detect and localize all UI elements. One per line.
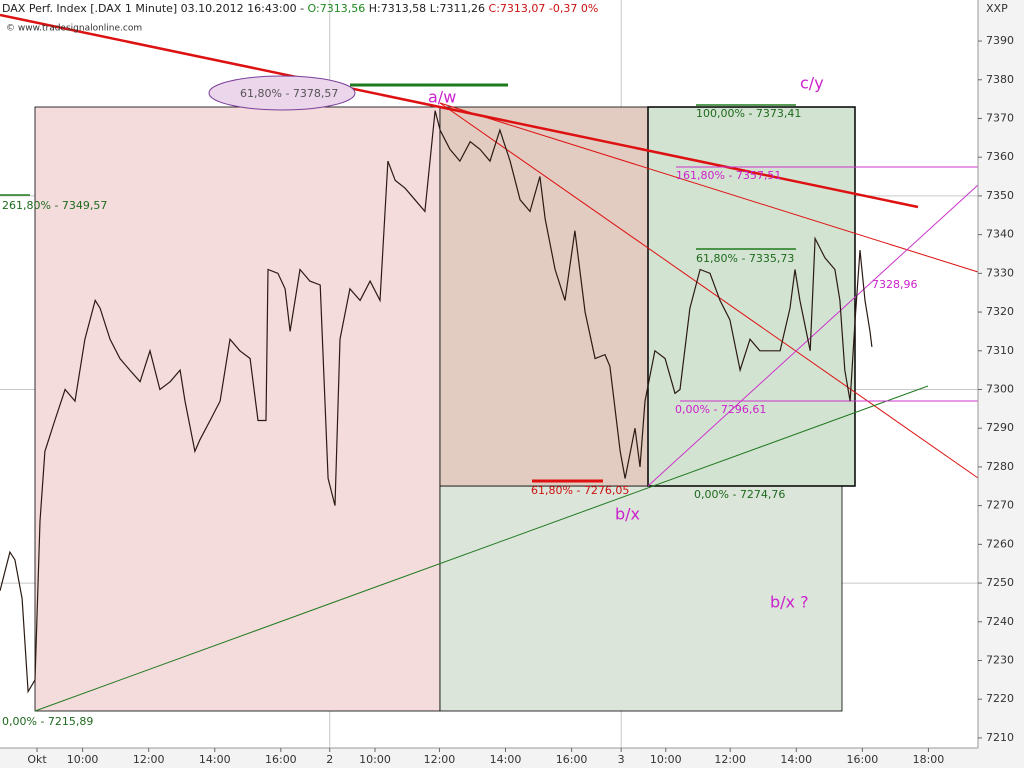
x-tick-label: 10:00 — [650, 753, 682, 766]
y-tick-label: 7310 — [986, 344, 1014, 357]
y-tick-label: 7300 — [986, 382, 1014, 395]
header: DAX Perf. Index [.DAX 1 Minute] 03.10.20… — [2, 2, 598, 15]
y-tick-label: 7260 — [986, 537, 1014, 550]
x-tick-label: 14:00 — [199, 753, 231, 766]
annotation: 100,00% - 7373,41 — [696, 107, 801, 120]
annotation: 161,80% - 7357,51 — [676, 169, 781, 182]
y-tick-label: 7240 — [986, 615, 1014, 628]
trend-line — [647, 184, 979, 487]
trend-line — [439, 102, 979, 273]
annotation: 0,00% - 7215,89 — [2, 715, 93, 728]
annotation: 7328,96 — [872, 278, 918, 291]
annotation: 261,80% - 7349,57 — [2, 199, 107, 212]
header-close: C:7313,07 — [489, 2, 546, 15]
fib-box-green-lower — [439, 485, 843, 712]
annotation: 0,00% - 7296,61 — [675, 403, 766, 416]
wave-label: a/w — [428, 88, 456, 107]
annotation: 61,80% - 7276,05 — [531, 484, 629, 497]
x-tick-label: 10:00 — [67, 753, 99, 766]
y-axis-panel — [978, 0, 1024, 768]
y-tick-label: 7350 — [986, 189, 1014, 202]
y-tick-label: 7220 — [986, 692, 1014, 705]
y-tick-label: 7290 — [986, 421, 1014, 434]
fib-box-brown — [439, 106, 649, 487]
x-tick-label: 14:00 — [780, 753, 812, 766]
y-tick-label: 7210 — [986, 731, 1014, 744]
y-tick-label: 7340 — [986, 228, 1014, 241]
x-tick-label: 14:00 — [490, 753, 522, 766]
annotation: 61,80% - 7335,73 — [696, 252, 794, 265]
price-layer — [0, 110, 873, 694]
header-high: H:7313,58 — [369, 2, 426, 15]
y-tick-label: 7360 — [986, 150, 1014, 163]
x-tick-label: 16:00 — [265, 753, 297, 766]
x-tick-label: 18:00 — [913, 753, 945, 766]
ellipse-marker — [208, 75, 356, 111]
annotation: 61,80% - 7378,57 — [240, 87, 338, 100]
x-tick-label: 2 — [326, 753, 333, 766]
annotation: 0,00% - 7274,76 — [694, 488, 785, 501]
fib-box-pink — [34, 106, 441, 712]
y-tick-label: 7320 — [986, 305, 1014, 318]
trend-line — [34, 385, 929, 712]
x-tick-label: 10:00 — [359, 753, 391, 766]
trend-line — [439, 102, 979, 479]
x-tick-label: 12:00 — [714, 753, 746, 766]
y-tick-label: 7330 — [986, 266, 1014, 279]
x-axis-panel — [0, 748, 978, 768]
y-tick-label: 7250 — [986, 576, 1014, 589]
y-tick-label: 7270 — [986, 499, 1014, 512]
header-instrument: DAX Perf. Index [.DAX 1 Minute] 03.10.20… — [2, 2, 304, 15]
y-tick-label: 7230 — [986, 654, 1014, 667]
y-tick-label: 7280 — [986, 460, 1014, 473]
x-tick-label: 16:00 — [556, 753, 588, 766]
wave-label: b/x ? — [770, 593, 809, 612]
header-low: L:7311,26 — [430, 2, 485, 15]
x-tick-label: Okt — [27, 753, 47, 766]
x-tick-label: 12:00 — [133, 753, 165, 766]
header-open: O:7313,56 — [308, 2, 366, 15]
header-change: -0,37 0% — [549, 2, 598, 15]
x-tick-label: 3 — [618, 753, 625, 766]
y-tick-label: 7380 — [986, 73, 1014, 86]
price-line — [0, 110, 873, 694]
wave-label: c/y — [800, 74, 824, 93]
axis-code: XXP — [986, 2, 1008, 15]
x-tick-label: 12:00 — [424, 753, 456, 766]
trend-line — [0, 13, 919, 209]
wave-label: b/x — [615, 505, 640, 524]
x-tick-label: 16:00 — [847, 753, 879, 766]
fib-box-green — [647, 106, 856, 487]
y-tick-label: 7390 — [986, 34, 1014, 47]
source: © www.tradesignalonline.com — [6, 24, 142, 34]
y-tick-label: 7370 — [986, 111, 1014, 124]
